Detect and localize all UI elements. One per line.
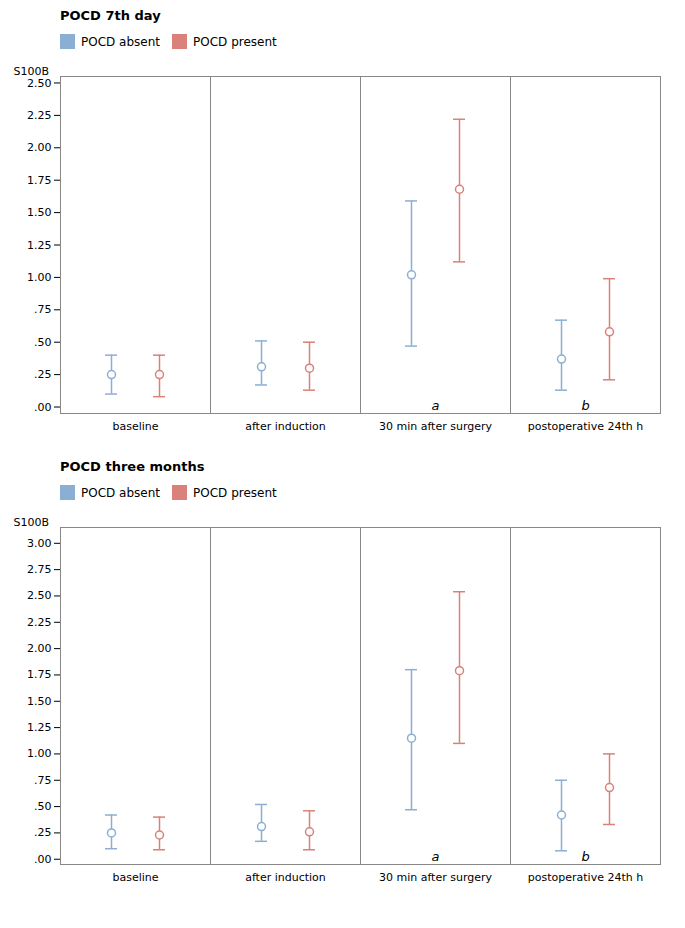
svg-text:b: b [581,849,589,864]
svg-text:baseline: baseline [112,420,158,433]
svg-text:S100B: S100B [14,65,50,78]
svg-text:.00: .00 [34,401,52,414]
svg-text:2.00: 2.00 [27,642,52,655]
svg-text:.75: .75 [34,303,52,316]
svg-text:.25: .25 [34,368,52,381]
svg-text:S100B: S100B [14,516,50,529]
svg-text:after induction: after induction [245,420,326,433]
svg-text:after induction: after induction [245,871,326,884]
svg-text:.25: .25 [34,826,52,839]
svg-text:.50: .50 [34,336,52,349]
html-text:POCD three months: POCD three months [60,459,205,474]
svg-text:postoperative 24th h: postoperative 24th h [528,420,643,433]
svg-text:1.75: 1.75 [27,668,52,681]
svg-text:1.00: 1.00 [27,747,52,760]
html-text:POCD present: POCD present [193,485,277,500]
svg-text:.50: .50 [34,800,52,813]
html-text:POCD absent: POCD absent [81,485,160,500]
svg-text:1.75: 1.75 [27,174,52,187]
svg-text:2.50: 2.50 [27,589,52,602]
svg-text:.75: .75 [34,774,52,787]
html-text:POCD present: POCD present [193,34,277,49]
svg-text:1.50: 1.50 [27,206,52,219]
svg-text:baseline: baseline [112,871,158,884]
svg-text:a: a [432,849,440,864]
svg-text:30 min after surgery: 30 min after surgery [379,871,493,884]
svg-text:1.25: 1.25 [27,721,52,734]
svg-text:30 min after surgery: 30 min after surgery [379,420,493,433]
svg-text:1.50: 1.50 [27,695,52,708]
svg-text:1.25: 1.25 [27,239,52,252]
svg-text:2.25: 2.25 [27,616,52,629]
svg-text:a: a [432,398,440,413]
svg-text:postoperative 24th h: postoperative 24th h [528,871,643,884]
svg-text:1.00: 1.00 [27,271,52,284]
svg-text:2.25: 2.25 [27,109,52,122]
svg-text:b: b [581,398,589,413]
html-text:POCD 7th day: POCD 7th day [60,8,161,23]
html-text:POCD absent: POCD absent [81,34,160,49]
svg-text:.00: .00 [34,853,52,866]
svg-text:2.50: 2.50 [27,77,52,90]
svg-text:2.00: 2.00 [27,141,52,154]
svg-text:2.75: 2.75 [27,563,52,576]
svg-text:3.00: 3.00 [27,537,52,550]
